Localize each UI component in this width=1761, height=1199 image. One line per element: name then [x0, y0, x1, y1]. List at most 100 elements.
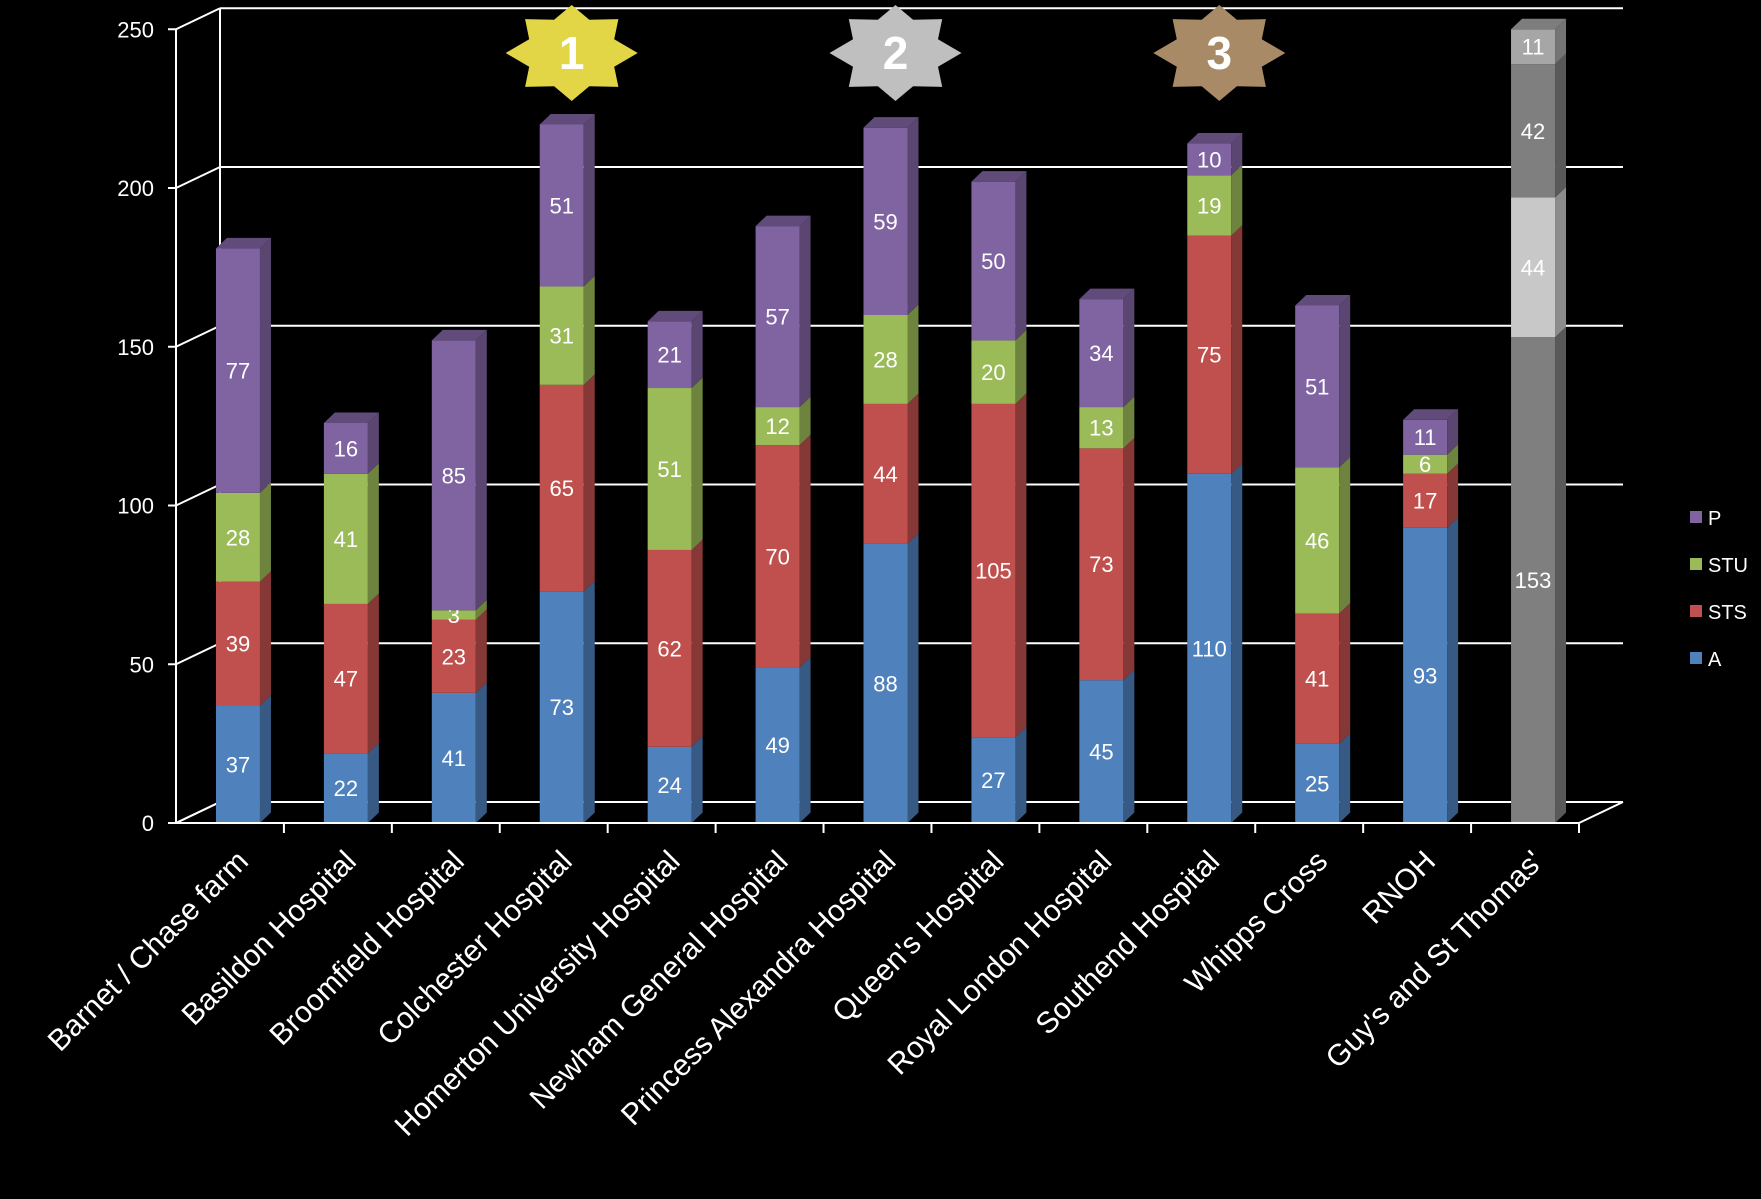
bar-top-royal-london-hospital — [1079, 288, 1135, 300]
bar-front-barnet-chase-farm-a — [215, 705, 260, 823]
legend-label-p: P — [1708, 508, 1721, 530]
data-label-basildon-hospital-stu: 41 — [334, 527, 358, 552]
bar-front-queen-s-hospital-a — [971, 737, 1016, 823]
bar-front-queen-s-hospital-sts — [971, 403, 1016, 738]
bar-side-queen-s-hospital-stu — [1015, 329, 1027, 404]
bar-side-homerton-university-hospital-stu — [691, 377, 703, 550]
bar-top-guy-s-and-st-thomas — [1511, 18, 1567, 30]
rank-badge-1: 1 — [505, 5, 638, 101]
bar-front-basildon-hospital-stu — [323, 473, 368, 604]
data-label-royal-london-hospital-a: 45 — [1089, 740, 1113, 765]
bar-top-barnet-chase-farm — [215, 237, 271, 249]
data-label-princess-alexandra-hospital-sts: 44 — [873, 462, 897, 487]
bar-front-barnet-chase-farm-sts — [215, 581, 260, 706]
bar-segment-homerton-university-hospital-sts: 62 — [647, 539, 703, 747]
bar-front-rnoh-a — [1403, 527, 1448, 823]
bar-side-newham-general-hospital-sts — [799, 434, 811, 668]
x-tick-label-broomfield-hospital: Broomfield Hospital — [263, 845, 470, 1052]
data-label-whipps-cross-p: 51 — [1305, 374, 1329, 399]
legend-swatch-a — [1690, 652, 1702, 664]
bar-front-homerton-university-hospital-p — [647, 321, 692, 389]
data-label-southend-hospital-stu: 19 — [1197, 193, 1221, 218]
bar-segment-broomfield-hospital-a: 41 — [431, 682, 487, 823]
data-label-princess-alexandra-hospital-p: 59 — [873, 209, 897, 234]
data-label-colchester-hospital-p: 51 — [549, 193, 573, 218]
bar-top-homerton-university-hospital — [647, 310, 703, 322]
bar-top-whipps-cross — [1295, 294, 1351, 306]
data-label-barnet-chase-farm-a: 37 — [226, 752, 250, 777]
data-label-guy-s-and-st-thomas-grey-3: 11 — [1522, 35, 1545, 60]
bar-segment-whipps-cross-stu: 46 — [1295, 456, 1351, 614]
data-label-basildon-hospital-p: 16 — [334, 436, 358, 461]
data-label-broomfield-hospital-p: 85 — [442, 463, 466, 488]
side-gridline-100 — [175, 483, 221, 507]
bar-side-rnoh-a — [1447, 517, 1459, 823]
data-label-guy-s-and-st-thomas-grey-1: 44 — [1521, 255, 1545, 280]
bar-segment-newham-general-hospital-sts: 70 — [755, 434, 811, 668]
y-axis: 0 50 100 150 200 250 — [117, 17, 177, 836]
bar-front-homerton-university-hospital-stu — [647, 388, 692, 550]
legend-item-sts: STS — [1690, 602, 1747, 624]
data-label-homerton-university-hospital-p: 21 — [657, 343, 681, 368]
bar-segment-rnoh-a: 93 — [1403, 517, 1459, 823]
bar-segment-princess-alexandra-hospital-a: 88 — [863, 533, 919, 823]
bar-front-newham-general-hospital-a — [755, 667, 800, 823]
bar-segment-guy-s-and-st-thomas-grey-0: 153 — [1511, 326, 1567, 823]
bar-front-whipps-cross-sts — [1295, 613, 1340, 744]
bar-side-guy-s-and-st-thomas-grey-1 — [1555, 187, 1567, 338]
bar-segment-barnet-chase-farm-p: 77 — [215, 237, 271, 493]
bar-side-basildon-hospital-a — [367, 742, 379, 823]
bar-side-broomfield-hospital-p — [475, 329, 487, 611]
bar-front-barnet-chase-farm-stu — [215, 492, 260, 582]
bar-side-barnet-chase-farm-sts — [259, 571, 271, 706]
bar-side-whipps-cross-a — [1339, 733, 1351, 823]
bar-side-guy-s-and-st-thomas-grey-3 — [1555, 18, 1567, 65]
data-label-rnoh-a: 93 — [1413, 663, 1437, 688]
bar-top-southend-hospital — [1187, 133, 1243, 144]
bar-front-basildon-hospital-a — [323, 753, 368, 823]
bar-segment-southend-hospital-stu: 19 — [1187, 164, 1243, 236]
bar-front-barnet-chase-farm-p — [215, 248, 260, 493]
bar-segment-queen-s-hospital-sts: 105 — [971, 393, 1027, 738]
data-label-barnet-chase-farm-sts: 39 — [226, 632, 250, 657]
bar-segment-guy-s-and-st-thomas-grey-3: 11 — [1511, 18, 1567, 65]
bar-side-colchester-hospital-sts — [583, 374, 595, 592]
bar-top-rnoh — [1403, 409, 1459, 420]
x-tick-label-barnet-chase-farm: Barnet / Chase farm — [42, 845, 255, 1058]
bar-segment-royal-london-hospital-stu: 13 — [1079, 396, 1135, 449]
bar-segment-whipps-cross-p: 51 — [1295, 294, 1351, 468]
bar-segment-broomfield-hospital-sts: 23 — [431, 609, 487, 693]
bar-front-whipps-cross-p — [1295, 305, 1340, 468]
bar-segment-homerton-university-hospital-p: 21 — [647, 310, 703, 389]
bar-segment-colchester-hospital-a: 73 — [539, 580, 595, 823]
bar-segment-southend-hospital-p: 10 — [1187, 133, 1243, 176]
rank-badge-star-3 — [1153, 5, 1286, 101]
legend-label-sts: STS — [1708, 602, 1747, 624]
legend-swatch-stu — [1690, 558, 1702, 570]
bar-segment-barnet-chase-farm-stu: 28 — [215, 482, 271, 582]
bar-side-guy-s-and-st-thomas-grey-2 — [1555, 53, 1567, 198]
bar-side-rnoh-sts — [1447, 463, 1459, 528]
bar-side-princess-alexandra-hospital-p — [907, 117, 919, 315]
x-tick-label-royal-london-hospital: Royal London Hospital — [882, 845, 1119, 1082]
bar-side-broomfield-hospital-stu — [475, 599, 487, 620]
legend-label-a: A — [1708, 649, 1722, 671]
data-label-guy-s-and-st-thomas-grey-2: 42 — [1521, 119, 1545, 144]
bar-side-barnet-chase-farm-a — [259, 695, 271, 823]
bar-segment-newham-general-hospital-p: 57 — [755, 215, 811, 408]
bar-side-rnoh-stu — [1447, 444, 1459, 474]
data-label-queen-s-hospital-stu: 20 — [981, 360, 1005, 385]
bar-front-colchester-hospital-a — [539, 591, 584, 823]
bar-segment-whipps-cross-a: 25 — [1295, 733, 1351, 823]
bar-front-queen-s-hospital-p — [971, 181, 1016, 341]
bar-segment-basildon-hospital-sts: 47 — [323, 593, 379, 754]
bar-segment-colchester-hospital-stu: 31 — [539, 275, 595, 385]
side-gridline-250 — [175, 7, 221, 31]
data-label-royal-london-hospital-stu: 13 — [1089, 416, 1113, 441]
bar-segment-whipps-cross-sts: 41 — [1295, 602, 1351, 744]
bar-side-rnoh-p — [1447, 409, 1459, 455]
bar-side-queen-s-hospital-sts — [1015, 393, 1027, 738]
legend-swatch-sts — [1690, 605, 1702, 617]
bar-side-newham-general-hospital-p — [799, 215, 811, 408]
data-label-colchester-hospital-a: 73 — [549, 695, 573, 720]
